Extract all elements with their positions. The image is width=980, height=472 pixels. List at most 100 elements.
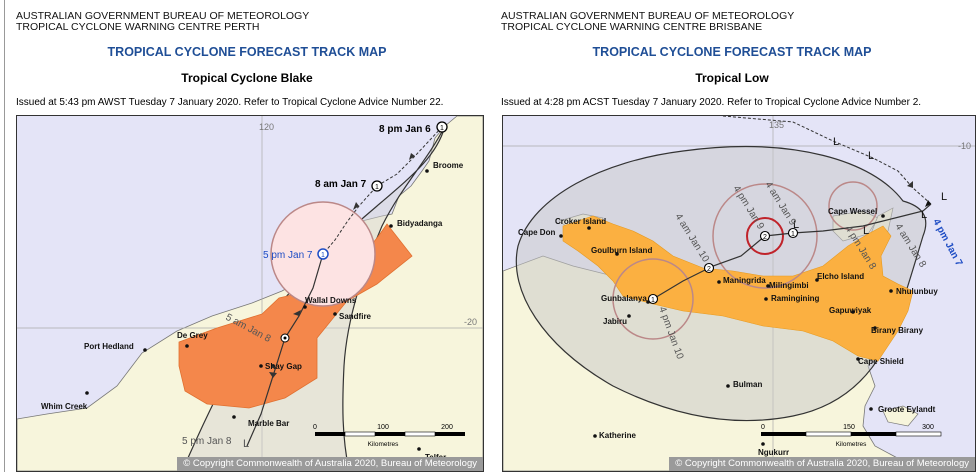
place-jabiru: Jabiru <box>603 317 627 326</box>
past-track <box>322 126 443 255</box>
place-de-grey: De Grey <box>177 331 208 340</box>
cyclone-symbol[interactable]: 1 <box>647 293 659 305</box>
cyclone-symbol[interactable]: 1 <box>787 227 799 239</box>
latitude-label: -10 <box>958 141 971 151</box>
track-label-current: 5 pm Jan 7 <box>263 250 313 261</box>
track-arrow <box>353 202 359 210</box>
svg-text:1: 1 <box>651 297 655 304</box>
place-bidyadanga: Bidyadanga <box>397 219 443 228</box>
svg-text:L: L <box>833 136 839 148</box>
agency-header: AUSTRALIAN GOVERNMENT BUREAU OF METEOROL… <box>16 11 309 33</box>
agency-header: AUSTRALIAN GOVERNMENT BUREAU OF METEOROL… <box>501 11 794 33</box>
svg-text:2: 2 <box>763 234 767 241</box>
svg-text:1: 1 <box>440 125 444 132</box>
track-arrow <box>925 200 931 207</box>
place-groote-eylandt: Groote Eylandt <box>878 405 936 414</box>
place-whim-creek: Whim Creek <box>41 402 88 411</box>
map-canvas: L L L L L L 1 2 2 1 4 pm Jan 7 4 am Jan … <box>503 116 975 471</box>
forecast-uncertainty-circle <box>828 181 878 231</box>
svg-text:1: 1 <box>321 252 325 259</box>
place-birany-birany: Birany Birany <box>871 326 924 335</box>
svg-text:L: L <box>868 150 874 162</box>
issued-line: Issued at 5:43 pm AWST Tuesday 7 January… <box>16 97 444 108</box>
place-bulman: Bulman <box>733 380 762 389</box>
scale-tick: 0 <box>313 424 317 431</box>
track-arrow <box>269 372 277 378</box>
track-label: 8 am Jan 7 <box>315 179 367 190</box>
forecast-point <box>271 364 275 368</box>
svg-text:1: 1 <box>791 231 795 238</box>
track-arrow <box>409 153 415 160</box>
low-symbol: L <box>243 438 249 450</box>
place-shay-gap: Shay Gap <box>265 362 302 371</box>
scale-bar: 0 100 200 Kilometres <box>313 424 465 448</box>
cyclone-name: Tropical Cyclone Blake <box>181 71 313 85</box>
forecast-uncertainty-circle <box>712 183 818 289</box>
cyclone-name: Tropical Low <box>695 71 769 85</box>
place-ngukurr: Ngukurr <box>758 448 789 457</box>
page-left-rule <box>4 0 5 472</box>
place-milingimbi: Milingimbi <box>769 281 809 290</box>
track-arrow <box>907 181 913 188</box>
agency-line-2: TROPICAL CYCLONE WARNING CENTRE BRISBANE <box>501 21 763 33</box>
svg-text:1: 1 <box>375 184 379 191</box>
agency-line-1: AUSTRALIAN GOVERNMENT BUREAU OF METEOROL… <box>501 10 795 22</box>
scale-unit: Kilometres <box>368 441 399 448</box>
longitude-label: 135 <box>769 120 784 130</box>
forecast-track-map[interactable]: L L L L L L 1 2 2 1 4 pm Jan 7 4 am Jan … <box>502 115 976 472</box>
place-sandfire: Sandfire <box>339 312 372 321</box>
copyright-notice: © Copyright Commonwealth of Australia 20… <box>177 457 483 471</box>
place-goulburn-island: Goulburn Island <box>591 246 652 255</box>
svg-text:L: L <box>921 209 927 221</box>
scale-tick: 0 <box>761 424 765 431</box>
latitude-label: -20 <box>464 317 477 327</box>
place-elcho-island: Elcho Island <box>817 272 864 281</box>
place-gunbalanya: Gunbalanya <box>601 294 647 303</box>
scale-unit: Kilometres <box>836 441 867 448</box>
cyclone-symbol[interactable]: 1 <box>371 180 383 192</box>
scale-tick: 200 <box>441 424 453 431</box>
place-broome: Broome <box>433 161 464 170</box>
cyclone-symbol[interactable] <box>280 333 290 343</box>
issued-line: Issued at 4:28 pm ACST Tuesday 7 January… <box>501 97 922 108</box>
brisbane-forecast-panel: AUSTRALIAN GOVERNMENT BUREAU OF METEOROL… <box>497 0 976 472</box>
track-label: 8 pm Jan 6 <box>379 124 431 135</box>
map-canvas: 1 1 1 8 pm Jan 6 8 am Jan 7 5 pm Jan 7 5… <box>17 116 483 471</box>
place-wallal-downs: Wallal Downs <box>305 296 357 305</box>
cyclone-symbol[interactable]: 1 <box>436 121 448 133</box>
svg-text:L: L <box>941 191 947 203</box>
map-title: TROPICAL CYCLONE FORECAST TRACK MAP <box>592 45 872 59</box>
cyclone-symbol-current[interactable]: 2 <box>759 230 771 242</box>
forecast-track-map[interactable]: 1 1 1 8 pm Jan 6 8 am Jan 7 5 pm Jan 7 5… <box>16 115 484 472</box>
agency-line-2: TROPICAL CYCLONE WARNING CENTRE PERTH <box>16 21 260 33</box>
place-marble-bar: Marble Bar <box>248 419 289 428</box>
place-cape-don: Cape Don <box>518 228 555 237</box>
place-katherine: Katherine <box>599 431 636 440</box>
cyclone-symbol[interactable]: 2 <box>703 262 715 274</box>
scale-tick: 150 <box>843 424 855 431</box>
current-position-circle <box>746 217 784 255</box>
copyright-notice: © Copyright Commonwealth of Australia 20… <box>669 457 975 471</box>
forecast-uncertainty-circle <box>612 258 694 340</box>
scale-tick: 300 <box>922 424 934 431</box>
cyclone-symbol-current[interactable]: 1 <box>317 248 329 260</box>
svg-text:L: L <box>793 219 799 231</box>
place-cape-shield: Cape Shield <box>858 357 904 366</box>
place-croker-island: Croker Island <box>555 217 606 226</box>
past-track <box>722 116 932 205</box>
place-maningrida: Maningrida <box>723 276 766 285</box>
svg-text:2: 2 <box>707 266 711 273</box>
agency-line-1: AUSTRALIAN GOVERNMENT BUREAU OF METEOROL… <box>16 10 310 22</box>
longitude-label: 120 <box>259 122 274 132</box>
island <box>882 405 919 427</box>
place-cape-wessel: Cape Wessel <box>828 207 877 216</box>
track-label: 5 pm Jan 8 <box>182 436 232 447</box>
map-title: TROPICAL CYCLONE FORECAST TRACK MAP <box>107 45 387 59</box>
place-nhulunbuy: Nhulunbuy <box>896 287 938 296</box>
place-gapuwiyak: Gapuwiyak <box>829 306 872 315</box>
svg-text:L: L <box>863 225 869 237</box>
perth-forecast-panel: AUSTRALIAN GOVERNMENT BUREAU OF METEOROL… <box>12 0 484 472</box>
low-symbols: L L L L L L <box>793 136 947 237</box>
scale-bar: 0 150 300 Kilometres <box>761 424 942 448</box>
track-arrow <box>293 310 301 316</box>
